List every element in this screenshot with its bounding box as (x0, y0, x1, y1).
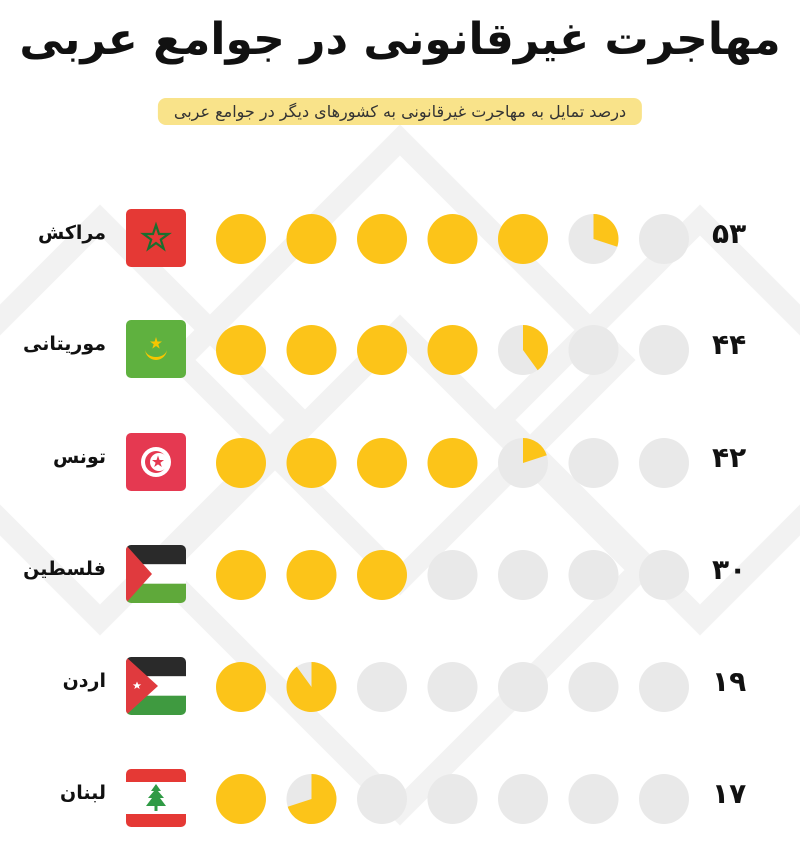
filled-circle (216, 774, 266, 824)
jordan-flag-icon (126, 657, 186, 715)
palestine-flag-icon (126, 545, 186, 603)
empty-circle (568, 662, 619, 712)
value-label: ۳۰ (712, 553, 747, 586)
partial-circle-wedge (523, 438, 547, 463)
dot-group (216, 662, 689, 712)
country-label: اردن (62, 670, 106, 692)
filled-circle (216, 214, 266, 264)
empty-circle (357, 774, 407, 824)
chart-row: مراکش ۵۳ (0, 198, 800, 278)
empty-circle (639, 774, 689, 824)
empty-circle (568, 325, 619, 375)
dot-group (216, 774, 689, 824)
filled-circle (216, 325, 266, 375)
value-label: ۴۲ (712, 441, 747, 474)
empty-circle (568, 774, 619, 824)
filled-circle (427, 438, 478, 488)
chart-title: مهاجرت غیرقانونی در جوامع عربی (19, 14, 781, 65)
empty-circle (427, 550, 478, 600)
country-label: مراکش (37, 222, 106, 244)
dot-group (216, 438, 689, 488)
filled-circle (286, 438, 337, 488)
chart-row: لبنان ۱۷ (0, 758, 800, 838)
value-label: ۵۳ (712, 217, 747, 250)
country-label: فلسطین (23, 558, 106, 580)
country-label: تونس (52, 446, 106, 468)
filled-circle (286, 325, 337, 375)
value-label: ۱۹ (712, 665, 747, 698)
mauritania-flag-icon (126, 320, 186, 378)
partial-circle-wedge (287, 774, 337, 824)
country-label: موریتانی (23, 333, 106, 355)
country-label: لبنان (60, 782, 106, 804)
chart-row: تونس ۴۲ (0, 422, 800, 502)
value-label: ۱۷ (712, 777, 747, 810)
partial-circle-wedge (523, 325, 549, 371)
chart-row: موریتانی ۴۴ (0, 309, 800, 389)
chart-row: اردن ۱۹ (0, 646, 800, 726)
filled-circle (286, 550, 337, 600)
empty-circle (498, 550, 548, 600)
filled-circle (357, 550, 407, 600)
empty-circle (568, 550, 619, 600)
empty-circle (357, 662, 407, 712)
value-label: ۴۴ (712, 328, 747, 361)
morocco-flag-icon (126, 209, 186, 267)
chart-row: فلسطین ۳۰ (0, 534, 800, 614)
empty-circle (639, 550, 689, 600)
filled-circle (216, 550, 266, 600)
empty-circle (427, 774, 478, 824)
empty-circle (427, 662, 478, 712)
empty-circle (568, 438, 619, 488)
filled-circle (357, 214, 407, 264)
chart-subtitle: درصد تمایل به مهاجرت غیرقانونی به کشورها… (157, 98, 643, 125)
filled-circle (216, 438, 266, 488)
filled-circle (357, 325, 407, 375)
tunisia-flag-icon (126, 433, 186, 491)
empty-circle (639, 325, 689, 375)
filled-circle (216, 662, 266, 712)
filled-circle (498, 214, 548, 264)
lebanon-flag-icon (126, 769, 186, 827)
empty-circle (498, 662, 548, 712)
partial-circle-wedge (286, 662, 337, 712)
dot-group (216, 214, 689, 264)
empty-circle (639, 662, 689, 712)
filled-circle (357, 438, 407, 488)
dot-group (216, 550, 689, 600)
dot-group (216, 325, 689, 375)
filled-circle (427, 325, 478, 375)
filled-circle (286, 214, 337, 264)
empty-circle (498, 774, 548, 824)
partial-circle-wedge (593, 214, 619, 247)
empty-circle (639, 438, 689, 488)
empty-circle (639, 214, 689, 264)
filled-circle (427, 214, 478, 264)
